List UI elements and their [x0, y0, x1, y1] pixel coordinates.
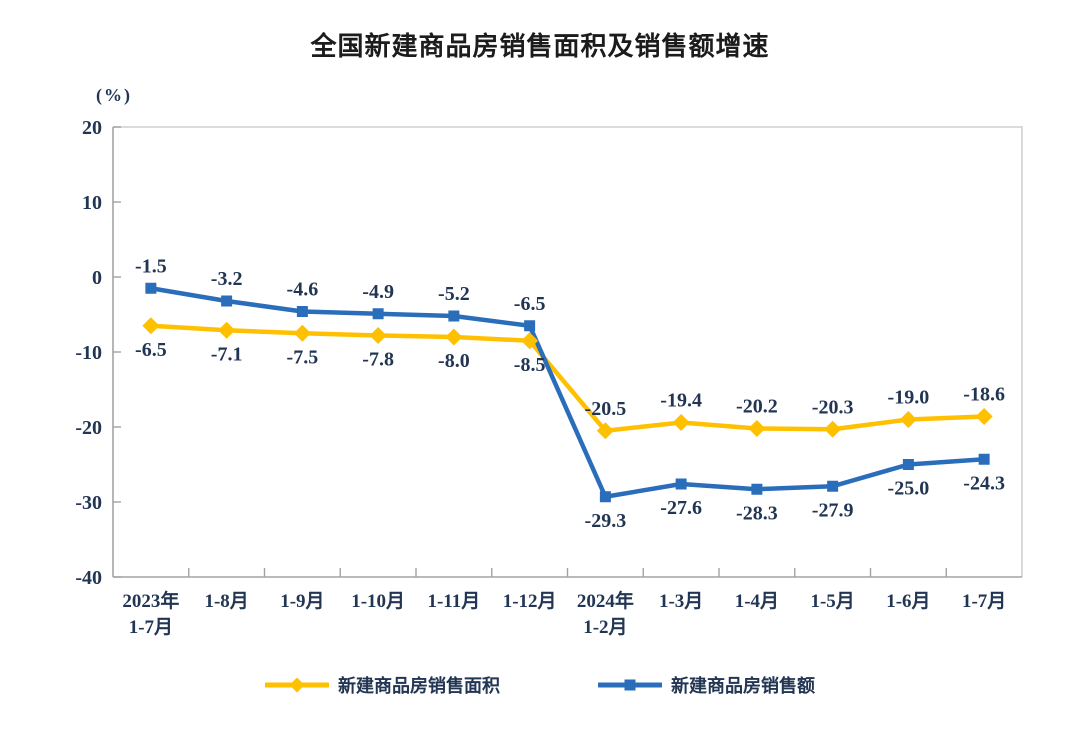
sales-area-data-label: -19.0 — [888, 387, 930, 409]
sales-area-marker — [521, 332, 539, 350]
y-tick-label: -30 — [75, 492, 102, 514]
sales-area-marker — [218, 321, 236, 339]
y-tick-label: -10 — [75, 342, 102, 364]
sales-area-marker — [748, 420, 766, 437]
sales-amount-data-label: -5.2 — [438, 283, 470, 305]
chart-legend: 新建商品房销售面积 新建商品房销售额 — [0, 663, 1080, 707]
legend-label-sales-area: 新建商品房销售面积 — [338, 676, 500, 696]
x-category-label: 1-5月 — [810, 591, 854, 612]
x-category-label: 1-4月 — [735, 591, 779, 612]
x-category-label: 1-9月 — [280, 591, 324, 612]
sales-amount-marker — [524, 320, 536, 332]
legend-swatch-sales-area — [265, 677, 329, 693]
sales-area-marker — [142, 317, 160, 335]
sales-area-data-label: -20.5 — [585, 398, 627, 420]
sales-area-data-label: -6.5 — [135, 339, 167, 361]
sales-amount-marker — [978, 453, 990, 465]
x-category-label: 1-12月 — [503, 591, 557, 612]
plot-frame — [113, 126, 1023, 577]
y-tick-label: -20 — [75, 417, 102, 439]
legend-swatch-sales-amount — [598, 679, 662, 691]
sales-area-data-label: -7.1 — [211, 343, 243, 365]
sales-amount-marker — [599, 491, 611, 503]
sales-amount-marker — [902, 459, 914, 470]
sales-amount-data-label: -4.9 — [362, 281, 394, 303]
sales-area-marker — [445, 328, 463, 346]
sales-area-data-label: -7.8 — [362, 349, 394, 371]
legend-label-sales-amount: 新建商品房销售额 — [671, 676, 815, 696]
sales-amount-marker — [448, 310, 460, 322]
x-category-label: 2023年 1-7月 — [122, 589, 179, 638]
sales-area-marker — [369, 327, 387, 344]
y-tick-label: 0 — [92, 267, 102, 289]
sales-area-marker — [899, 411, 917, 428]
sales-area-data-label: -8.5 — [514, 354, 546, 376]
sales-area-marker — [672, 414, 690, 431]
sales-amount-marker — [221, 295, 233, 307]
sales-amount-marker — [296, 306, 308, 317]
sales-area-data-label: -20.3 — [812, 396, 854, 418]
sales-amount-data-label: -27.9 — [812, 499, 854, 521]
sales-area-data-label: -7.5 — [287, 346, 319, 368]
sales-area-marker — [293, 324, 311, 342]
sales-area-data-label: -19.4 — [660, 390, 702, 412]
sales-area-marker — [975, 408, 993, 425]
sales-area-marker — [824, 420, 842, 438]
sales-amount-data-label: -4.6 — [287, 279, 319, 301]
x-category-label: 1-8月 — [204, 591, 248, 612]
sales-amount-series-line — [148, 286, 987, 499]
sales-area-data-label: -8.0 — [438, 350, 470, 372]
sales-amount-data-label: -28.3 — [736, 502, 778, 524]
sales-area-series-line — [148, 323, 987, 433]
x-category-label: 1-7月 — [962, 591, 1006, 612]
sales-amount-data-label: -3.2 — [211, 268, 243, 290]
sales-amount-marker — [675, 478, 687, 490]
x-category-label: 2024年 1-2月 — [577, 589, 634, 638]
sales-amount-data-label: -25.0 — [888, 478, 930, 500]
sales-amount-data-label: -29.3 — [585, 510, 627, 532]
sales-amount-marker — [751, 483, 763, 495]
y-tick-label: 20 — [82, 117, 102, 139]
sales-area-marker — [596, 422, 614, 440]
sales-amount-marker — [145, 282, 157, 294]
sales-amount-data-label: -1.5 — [135, 255, 167, 277]
legend-item-sales-area: 新建商品房销售面积 — [265, 672, 500, 698]
sales-amount-data-label: -24.3 — [963, 472, 1005, 494]
x-category-label: 1-3月 — [659, 591, 703, 612]
y-tick-label: 10 — [82, 192, 102, 214]
y-tick-label: -40 — [75, 567, 102, 589]
chart-title: 全国新建商品房销售面积及销售额增速 — [310, 31, 770, 61]
sales-amount-marker — [827, 480, 839, 492]
x-category-label: 1-11月 — [427, 591, 480, 612]
y-axis-unit-label: (%) — [96, 85, 132, 106]
sales-amount-data-label: -27.6 — [660, 497, 702, 519]
legend-item-sales-amount: 新建商品房销售额 — [598, 672, 815, 698]
sales-area-data-label: -20.2 — [736, 396, 778, 418]
sales-amount-data-label: -6.5 — [514, 293, 546, 315]
sales-amount-marker — [372, 308, 384, 320]
sales-area-data-label: -18.6 — [963, 384, 1005, 406]
x-category-label: 1-6月 — [886, 591, 930, 612]
x-category-label: 1-10月 — [351, 591, 405, 612]
